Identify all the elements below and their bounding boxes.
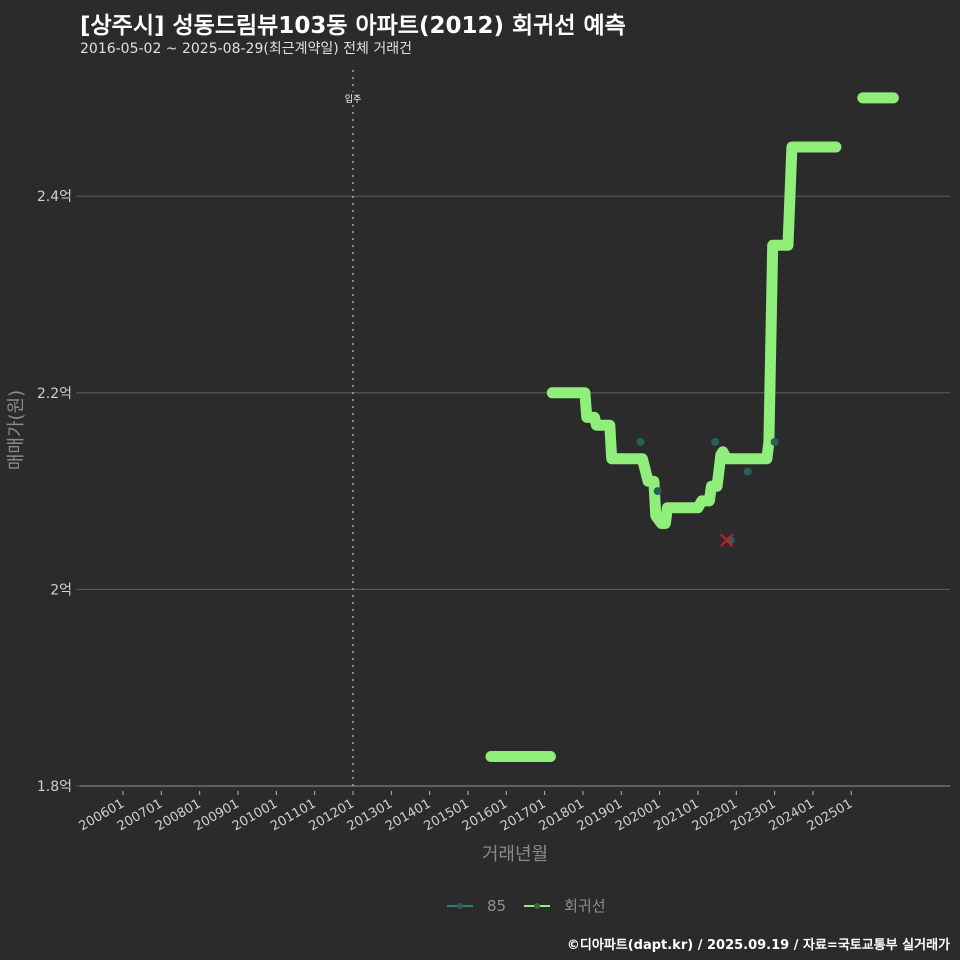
- legend-item-regression: 회귀선: [522, 895, 606, 916]
- y-axis-title: 매매가(원): [6, 390, 27, 470]
- y-tick-label: 2.2억: [37, 386, 72, 402]
- regression-line: [546, 141, 842, 529]
- x-axis-title: 거래년월: [482, 844, 548, 865]
- legend-line-dot-icon: [524, 902, 551, 909]
- move-in-label: 입주: [345, 93, 362, 105]
- y-tick-label: 1.8억: [37, 779, 72, 795]
- y-tick-label: 2.4억: [37, 189, 72, 205]
- y-tick-label: 2억: [50, 582, 72, 598]
- source-credit: ©디아파트(dapt.kr) / 2025.09.19 / 자료=국토교통부 실…: [566, 938, 950, 953]
- trade-point: [743, 467, 752, 476]
- legend-label: 회귀선: [564, 897, 606, 915]
- legend-item-85: 85: [445, 897, 506, 915]
- chart-subtitle: 2016-05-02 ~ 2025-08-29(최근계약일) 전체 거래건: [80, 41, 412, 57]
- latest-trade-x-icon: [719, 533, 734, 547]
- legend-line-dot-icon: [447, 902, 473, 909]
- trade-point: [770, 437, 779, 446]
- trade-point: [711, 437, 720, 446]
- trade-point: [636, 437, 645, 446]
- trade-point: [653, 487, 662, 496]
- chart-title: [상주시] 성동드림뷰103동 아파트(2012) 회귀선 예측: [80, 13, 626, 39]
- legend-label: 85: [487, 896, 507, 915]
- legend: 85 회귀선: [445, 895, 612, 916]
